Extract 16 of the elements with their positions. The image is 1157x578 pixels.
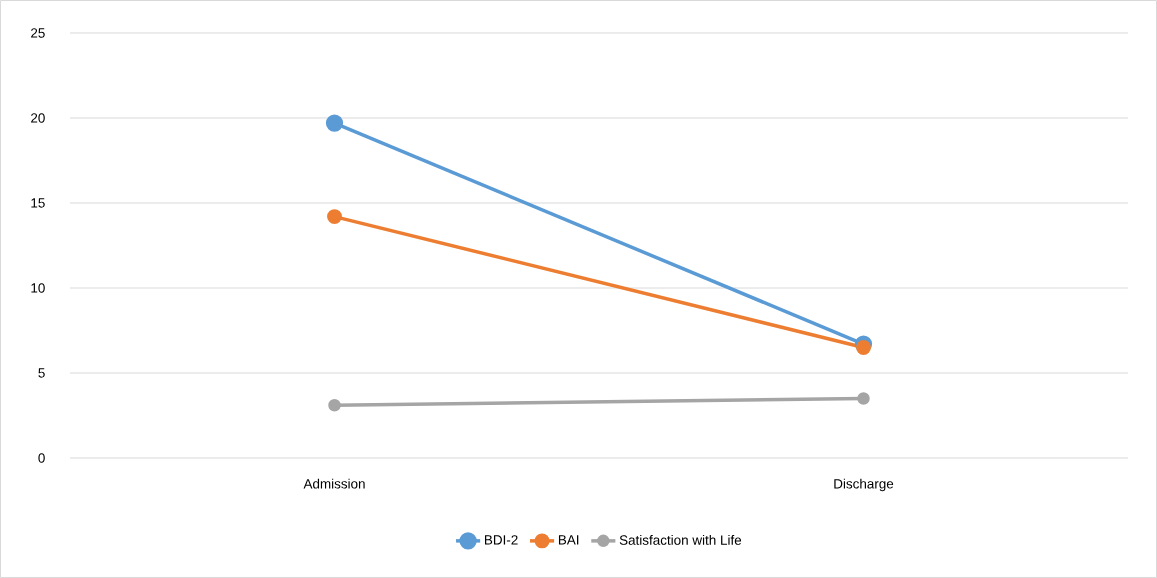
point [857, 392, 870, 405]
y-tick-label: 10 [31, 283, 45, 293]
point [328, 399, 341, 412]
y-tick-label: 20 [31, 113, 45, 123]
point [327, 209, 342, 225]
x-tick-label: Discharge [834, 478, 894, 492]
y-tick-label: 0 [38, 453, 45, 463]
y-tick-label: 25 [31, 28, 45, 38]
legend-label: Satisfaction with Life [619, 534, 742, 545]
x-tick-label: Admission [303, 478, 365, 489]
point [856, 340, 871, 355]
y-tick-label: 5 [38, 368, 45, 378]
y-tick-label: 15 [31, 198, 45, 208]
legend-label: BDI-2 [485, 535, 518, 545]
legend-label: BAI [558, 535, 579, 545]
point [325, 114, 344, 132]
